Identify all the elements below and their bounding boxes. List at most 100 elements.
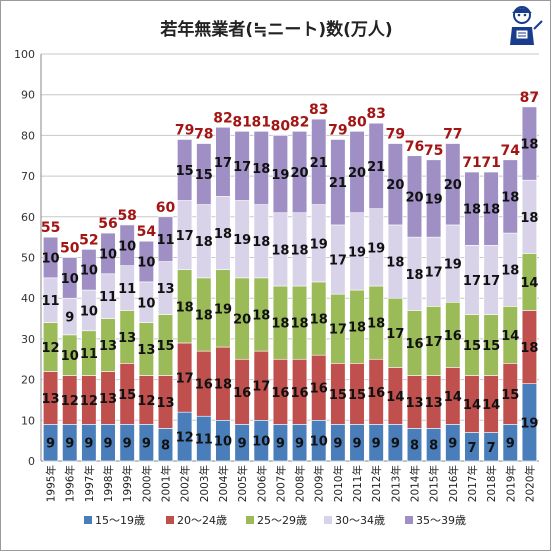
total-value-label: 79 [328, 122, 347, 138]
total-value-label: 60 [156, 200, 176, 216]
legend-label: 15～19歳 [95, 514, 145, 527]
segment-value-label: 16 [310, 382, 328, 397]
segment-value-label: 10 [42, 252, 60, 267]
segment-value-label: 11 [99, 290, 117, 305]
segment-value-label: 18 [271, 243, 289, 258]
segment-value-label: 17 [329, 254, 347, 269]
segment-value-label: 10 [80, 304, 98, 319]
segment-value-label: 14 [520, 276, 538, 291]
total-value-label: 87 [520, 90, 539, 106]
total-value-label: 82 [290, 114, 309, 130]
segment-value-label: 9 [506, 437, 515, 452]
bar-segment [464, 171, 480, 246]
total-value-label: 71 [462, 155, 481, 171]
x-tick-label: 2001年 [160, 465, 173, 502]
segment-value-label: 18 [271, 317, 289, 332]
segment-value-label: 18 [348, 321, 366, 336]
y-tick-label: 50 [21, 252, 35, 265]
total-value-label: 76 [405, 139, 424, 155]
segment-value-label: 17 [252, 380, 270, 395]
segment-value-label: 18 [195, 235, 213, 250]
segment-value-label: 18 [310, 313, 328, 328]
segment-value-label: 9 [353, 437, 362, 452]
segment-value-label: 18 [367, 317, 385, 332]
segment-value-label: 14 [463, 398, 481, 413]
segment-value-label: 14 [482, 398, 500, 413]
bar-segment [81, 249, 97, 291]
y-tick-label: 90 [21, 89, 35, 102]
segment-value-label: 18 [405, 268, 423, 283]
segment-value-label: 14 [386, 390, 404, 405]
y-tick-label: 40 [21, 292, 35, 305]
segment-value-label: 18 [176, 300, 194, 315]
segment-value-label: 21 [367, 160, 385, 175]
segment-value-label: 21 [310, 156, 328, 171]
y-tick-label: 30 [21, 333, 35, 346]
segment-value-label: 10 [252, 435, 270, 450]
y-tick-label: 10 [21, 414, 35, 427]
segment-value-label: 16 [405, 337, 423, 352]
legend-label: 30～34歳 [335, 514, 385, 527]
bar-segment [253, 131, 269, 205]
segment-value-label: 18 [482, 203, 500, 218]
y-tick-label: 100 [14, 48, 35, 61]
legend-swatch [166, 516, 174, 524]
x-tick-label: 2011年 [351, 465, 364, 502]
total-value-label: 74 [501, 143, 521, 159]
segment-value-label: 13 [405, 396, 423, 411]
segment-value-label: 16 [367, 386, 385, 401]
total-value-label: 52 [79, 232, 98, 248]
x-tick-label: 2013年 [389, 465, 402, 502]
total-value-label: 81 [232, 114, 251, 130]
bar-segment [445, 143, 461, 226]
segment-value-label: 17 [425, 266, 443, 281]
chart-title: 若年無業者(≒ニート)数(万人) [160, 20, 393, 40]
x-tick-label: 2018年 [485, 465, 498, 502]
segment-value-label: 9 [295, 437, 304, 452]
total-value-label: 56 [98, 216, 117, 232]
segment-value-label: 18 [291, 317, 309, 332]
segment-value-label: 16 [444, 329, 462, 344]
x-tick-label: 2019年 [504, 465, 517, 502]
segment-value-label: 9 [65, 437, 74, 452]
bar-segment [272, 135, 289, 214]
x-tick-label: 2012年 [370, 465, 383, 502]
segment-value-label: 11 [195, 433, 213, 448]
segment-value-label: 11 [156, 233, 174, 248]
segment-value-label: 19 [233, 233, 251, 248]
legend-label: 35～39歳 [416, 514, 466, 527]
total-value-label: 83 [309, 102, 328, 118]
segment-value-label: 10 [61, 349, 79, 364]
segment-value-label: 20 [233, 313, 251, 328]
segment-value-label: 19 [520, 416, 538, 431]
segment-value-label: 20 [291, 166, 309, 181]
segment-value-label: 18 [501, 190, 519, 205]
bar-segment [62, 257, 78, 299]
segment-value-label: 19 [271, 168, 289, 183]
segment-value-label: 10 [80, 264, 98, 279]
segment-value-label: 15 [329, 388, 347, 403]
segment-value-label: 20 [444, 178, 462, 193]
segment-value-label: 15 [118, 388, 136, 403]
segment-value-label: 18 [520, 138, 538, 153]
total-value-label: 80 [347, 114, 367, 130]
segment-value-label: 12 [176, 431, 194, 446]
segment-value-label: 20 [405, 190, 423, 205]
segment-value-label: 13 [137, 343, 155, 358]
x-tick-label: 2000年 [140, 465, 153, 502]
segment-value-label: 15 [176, 164, 194, 179]
bar-segment [196, 143, 212, 205]
segment-value-label: 9 [46, 437, 55, 452]
segment-value-label: 17 [482, 274, 500, 289]
x-tick-label: 2017年 [466, 465, 479, 502]
total-value-label: 75 [424, 143, 443, 159]
segment-value-label: 17 [386, 327, 404, 342]
x-tick-label: 2004年 [217, 465, 230, 502]
total-value-label: 71 [481, 155, 500, 171]
x-tick-label: 1999年 [121, 465, 134, 502]
total-value-label: 55 [41, 220, 60, 236]
x-tick-label: 1998年 [102, 465, 115, 502]
segment-value-label: 7 [467, 441, 476, 456]
y-tick-label: 20 [21, 374, 35, 387]
